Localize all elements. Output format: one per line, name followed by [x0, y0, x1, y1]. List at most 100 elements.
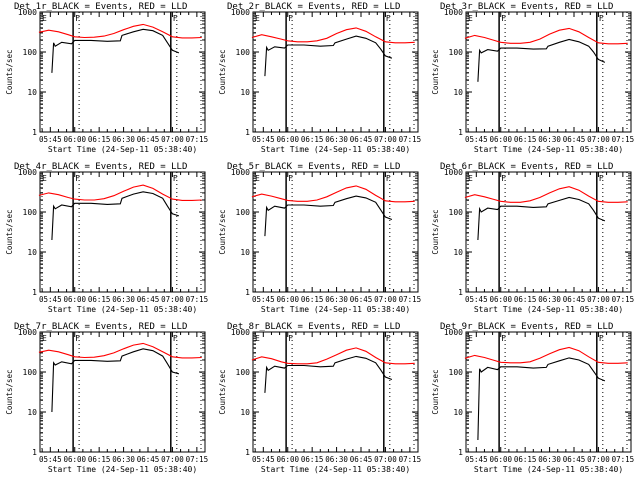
y-tick-label: 10 — [27, 88, 37, 97]
marker-label: F — [501, 174, 506, 183]
y-tick-label: 100 — [449, 368, 464, 377]
y-tick-label: 1 — [32, 128, 37, 137]
y-tick-label: 10 — [240, 408, 250, 417]
x-tick-label: 06:00 — [489, 295, 512, 304]
detector-panel: Det 6r_BLACK = Events, RED = LLD 1 10 100 10… — [431, 162, 634, 314]
events-series-line — [264, 355, 393, 393]
marker-label: E — [255, 174, 260, 183]
x-tick-label: 06:45 — [137, 295, 160, 304]
plot-frame — [252, 171, 419, 293]
x-axis-label: Start Time (24-Sep-11 05:38:40) — [48, 465, 197, 474]
x-tick-label: 05:45 — [252, 455, 275, 464]
x-axis-label: Start Time (24-Sep-11 05:38:40) — [474, 145, 623, 154]
marker-label: E — [255, 14, 260, 23]
y-axis-label: Counts/sec — [218, 369, 227, 414]
marker-label: F — [501, 14, 506, 23]
x-tick-label: 07:00 — [374, 135, 397, 144]
panel-title: Det 6r_BLACK = Events, RED = LLD — [440, 162, 613, 172]
marker-label: F — [173, 14, 178, 23]
x-tick-label: 05:45 — [252, 135, 275, 144]
x-tick-label: 06:00 — [276, 455, 299, 464]
x-axis-label: Start Time (24-Sep-11 05:38:40) — [261, 145, 410, 154]
panel-title: Det 2r_BLACK = Events, RED = LLD — [227, 2, 400, 12]
events-series-line — [264, 35, 393, 77]
y-axis-label: Counts/sec — [431, 209, 440, 254]
y-tick-label: 1 — [458, 128, 463, 137]
marker-label: F — [173, 174, 178, 183]
x-tick-label: 05:45 — [252, 295, 275, 304]
y-tick-label: 1 — [32, 288, 37, 297]
x-tick-label: 06:00 — [276, 135, 299, 144]
marker-label: F — [75, 14, 80, 23]
y-tick-label: 100 — [236, 208, 251, 217]
panel-title: Det 1r_BLACK = Events, RED = LLD — [14, 2, 187, 12]
y-axis-label: Counts/sec — [5, 369, 14, 414]
x-tick-label: 06:45 — [350, 455, 373, 464]
marker-label: F — [501, 334, 506, 343]
x-tick-label: 06:30 — [112, 455, 135, 464]
x-axis-label: Start Time (24-Sep-11 05:38:40) — [261, 305, 410, 314]
x-tick-label: 06:45 — [350, 135, 373, 144]
y-tick-label: 100 — [449, 48, 464, 57]
y-tick-label: 1000 — [18, 8, 37, 17]
x-tick-label: 07:00 — [161, 295, 184, 304]
x-tick-label: 06:30 — [112, 295, 135, 304]
x-tick-label: 06:45 — [137, 135, 160, 144]
lld-series-line — [251, 27, 415, 44]
y-tick-label: 10 — [240, 248, 250, 257]
x-axis-label: Start Time (24-Sep-11 05:38:40) — [474, 465, 623, 474]
panel-title: Det 8r_BLACK = Events, RED = LLD — [227, 322, 400, 332]
x-tick-label: 06:15 — [301, 135, 324, 144]
x-tick-label: 07:15 — [186, 135, 209, 144]
x-tick-label: 07:00 — [374, 455, 397, 464]
x-axis-label: Start Time (24-Sep-11 05:38:40) — [474, 305, 623, 314]
y-tick-label: 1 — [245, 288, 250, 297]
x-tick-label: 06:30 — [538, 455, 561, 464]
y-tick-label: 100 — [236, 48, 251, 57]
y-tick-label: 1000 — [231, 328, 250, 337]
marker-label: E — [468, 174, 473, 183]
y-tick-label: 1000 — [18, 168, 37, 177]
y-tick-label: 1000 — [444, 328, 463, 337]
x-tick-label: 07:00 — [161, 135, 184, 144]
x-axis-label: Start Time (24-Sep-11 05:38:40) — [48, 145, 197, 154]
y-axis-label: Counts/sec — [431, 49, 440, 94]
y-tick-label: 10 — [453, 88, 463, 97]
events-series-line — [477, 357, 606, 441]
x-axis-label: Start Time (24-Sep-11 05:38:40) — [48, 305, 197, 314]
y-tick-label: 10 — [27, 248, 37, 257]
panel-title: Det 3r_BLACK = Events, RED = LLD — [440, 2, 613, 12]
y-axis-label: Counts/sec — [218, 49, 227, 94]
lld-series-line — [464, 27, 628, 45]
detector-panel: Det 5r_BLACK = Events, RED = LLD 1 10 100 10… — [218, 162, 421, 314]
x-tick-label: 06:30 — [325, 295, 348, 304]
x-tick-label: 06:15 — [301, 295, 324, 304]
x-tick-label: 06:00 — [63, 455, 86, 464]
detector-panel: Det 3r_BLACK = Events, RED = LLD 1 10 100 10… — [431, 2, 634, 154]
x-tick-label: 07:00 — [587, 455, 610, 464]
plot-frame — [252, 331, 419, 453]
y-tick-label: 100 — [236, 368, 251, 377]
marker-label: F — [599, 334, 604, 343]
x-tick-label: 05:45 — [465, 295, 488, 304]
y-tick-label: 1000 — [231, 8, 250, 17]
x-tick-label: 05:45 — [39, 295, 62, 304]
x-tick-label: 07:15 — [186, 455, 209, 464]
x-tick-label: 06:15 — [88, 455, 111, 464]
x-tick-label: 06:15 — [88, 135, 111, 144]
x-tick-label: 07:15 — [612, 135, 635, 144]
y-tick-label: 100 — [23, 48, 38, 57]
x-tick-label: 05:45 — [39, 455, 62, 464]
marker-label: F — [386, 334, 391, 343]
y-tick-label: 1000 — [444, 168, 463, 177]
x-tick-label: 06:30 — [325, 455, 348, 464]
y-tick-label: 1 — [458, 288, 463, 297]
y-tick-label: 1000 — [18, 328, 37, 337]
detector-panel: Det 9r_BLACK = Events, RED = LLD 1 10 100 10… — [431, 322, 634, 474]
x-tick-label: 06:30 — [538, 135, 561, 144]
marker-label: E — [42, 174, 47, 183]
lld-series-line — [38, 184, 202, 201]
detector-panel: Det 2r_BLACK = Events, RED = LLD 1 10 100 10… — [218, 2, 421, 154]
y-tick-label: 10 — [240, 88, 250, 97]
